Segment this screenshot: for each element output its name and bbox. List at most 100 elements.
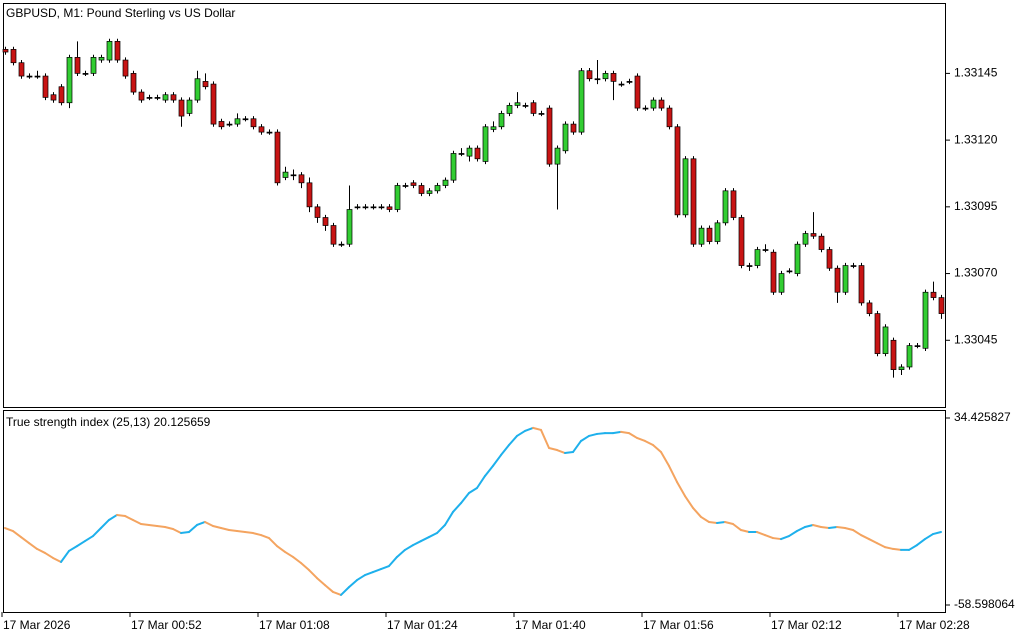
candle-body <box>186 99 193 114</box>
tsi-segment <box>68 545 78 552</box>
candle-body <box>122 59 129 77</box>
candle-body <box>594 78 601 81</box>
tsi-segment <box>372 568 382 574</box>
candle-body <box>538 113 545 115</box>
tsi-segment <box>276 545 286 553</box>
candle-body <box>810 233 817 237</box>
chart-title: GBPUSD, M1: Pound Sterling vs US Dollar <box>6 6 235 20</box>
tsi-segment <box>860 534 870 541</box>
tsi-segment <box>212 525 222 530</box>
candle-body <box>578 70 585 133</box>
tsi-segment <box>380 565 390 571</box>
candle-body <box>498 113 505 128</box>
tsi-segment <box>420 536 430 543</box>
candle-body <box>194 78 201 101</box>
candle-body <box>234 118 241 125</box>
tsi-segment <box>196 520 206 526</box>
x-tick-label: 17 Mar 01:24 <box>387 618 458 632</box>
tsi-segment <box>908 544 918 551</box>
candle-body <box>738 217 745 266</box>
candle-body <box>34 75 41 78</box>
candle-body <box>58 86 65 104</box>
tsi-segment <box>732 522 742 532</box>
candle-body <box>442 179 449 186</box>
candle-body <box>802 233 809 245</box>
x-tick-label: 17 Mar 00:52 <box>131 618 202 632</box>
candle-body <box>682 158 689 216</box>
candle-body <box>666 107 673 128</box>
tsi-segment <box>76 540 86 548</box>
tsi-segment <box>260 534 270 540</box>
tsi-segment <box>348 579 358 589</box>
tsi-segment <box>300 561 310 572</box>
candle-body <box>882 326 889 354</box>
candle-body <box>162 94 169 101</box>
tsi-segment <box>316 577 326 587</box>
tsi-segment <box>236 530 246 534</box>
candle-body <box>274 131 281 184</box>
tsi-segment <box>612 430 622 435</box>
candle-body <box>530 102 537 114</box>
tsi-segment <box>100 518 110 530</box>
candle-body <box>434 185 441 192</box>
tsi-segment <box>244 531 254 535</box>
candle-body <box>698 227 705 245</box>
candle-body <box>874 313 881 354</box>
candle-body <box>298 174 305 184</box>
tsi-segment <box>436 523 446 535</box>
tsi-segment <box>396 548 406 558</box>
tsi-segment <box>580 434 590 442</box>
candle-body <box>154 97 161 99</box>
tsi-segment <box>524 426 534 432</box>
candle-body <box>618 83 625 86</box>
tsi-segment <box>884 546 894 550</box>
tsi-segment <box>324 584 334 593</box>
y-tick-label: 1.33120 <box>954 132 998 146</box>
tsi-segment <box>204 520 214 528</box>
candle-body <box>106 41 113 61</box>
x-tick-label: 17 Mar 01:08 <box>259 618 330 632</box>
candle-body <box>346 209 353 245</box>
tsi-segment <box>548 447 558 452</box>
candle-body <box>226 123 233 126</box>
candle-body <box>82 73 89 75</box>
tsi-segment <box>412 540 422 547</box>
candle-body <box>938 297 945 314</box>
tsi-segment <box>28 542 38 550</box>
candle-body <box>746 265 753 267</box>
tsi-segment <box>724 520 734 525</box>
tsi-segment <box>228 529 238 533</box>
candle-body <box>474 147 481 160</box>
candle-body <box>90 57 97 74</box>
y-tick-label: 1.33070 <box>954 266 998 280</box>
tsi-segment <box>52 556 62 563</box>
tsi-segment <box>740 529 750 534</box>
tsi-segment <box>340 586 350 596</box>
candle-body <box>778 273 785 293</box>
tsi-segment <box>252 532 262 537</box>
y-tick-label: -58.598064 <box>954 597 1015 611</box>
tsi-segment <box>148 523 158 528</box>
candle-body <box>418 185 425 194</box>
candle-body <box>570 123 577 133</box>
tsi-segment <box>292 555 302 564</box>
tsi-segment <box>444 510 454 526</box>
candle-body <box>546 107 553 165</box>
tsi-segment <box>188 523 198 534</box>
tsi-segment <box>788 530 798 538</box>
tsi-segment <box>572 439 582 454</box>
tsi-segment <box>780 535 790 541</box>
candle-body <box>450 153 457 181</box>
tsi-segment <box>532 426 542 431</box>
tsi-segment <box>116 513 126 517</box>
tsi-segment <box>716 520 726 524</box>
tsi-segment <box>388 555 398 568</box>
tsi-segment <box>332 590 342 596</box>
candle-body <box>290 174 297 177</box>
y-tick-label: 1.33145 <box>954 66 998 80</box>
tsi-segment <box>452 502 462 513</box>
candle-body <box>602 73 609 80</box>
candle-body <box>218 121 225 128</box>
candle-body <box>730 190 737 218</box>
